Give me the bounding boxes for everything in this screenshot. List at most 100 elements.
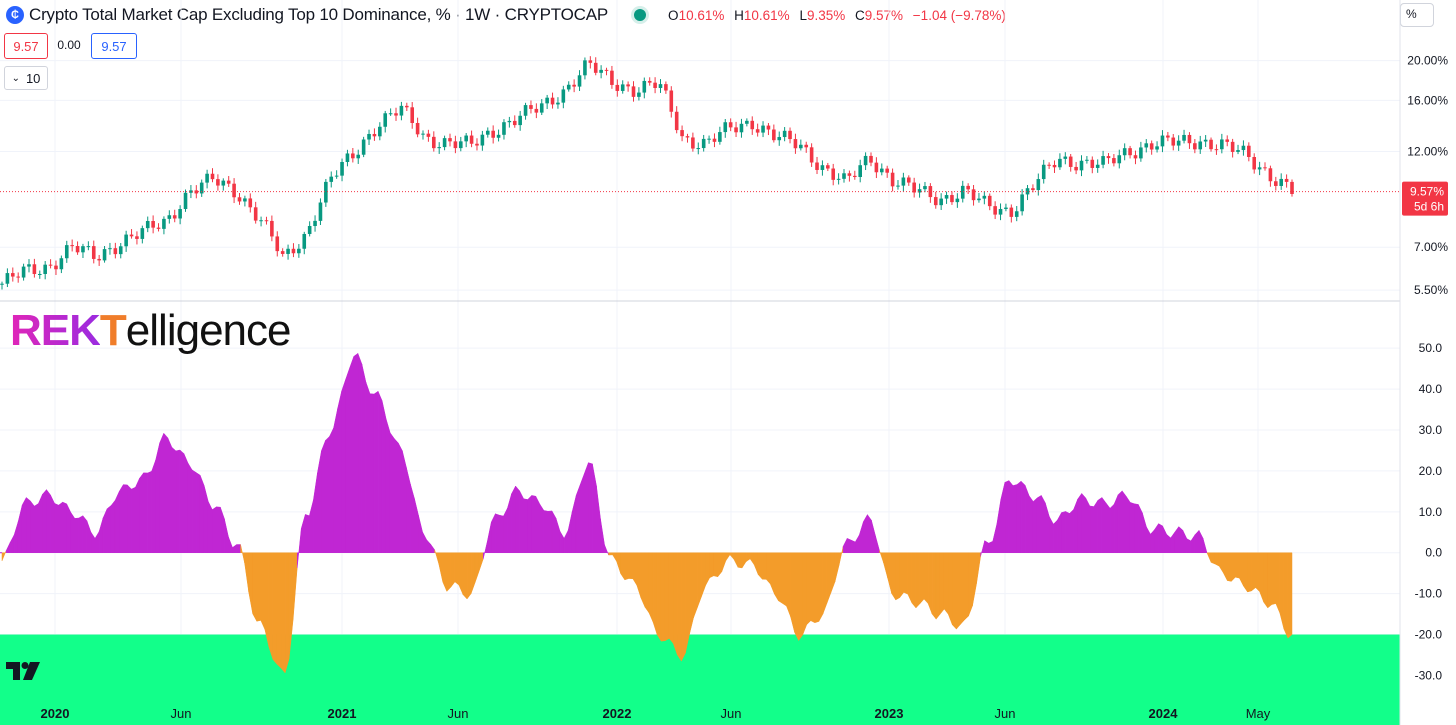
candle-body [32,264,37,275]
candle-body [847,173,852,176]
time-tick-label: May [1246,706,1271,721]
oscillator-segment [551,509,557,553]
candle-body [388,113,393,115]
candle-body [302,233,307,249]
candle-body [43,264,47,274]
candle-body [178,209,182,219]
candle-body [777,137,782,141]
oscillator-segment [325,435,330,553]
candle-body [1160,135,1165,147]
oscillator-segment [232,544,237,553]
candle-body [243,198,247,202]
oscillator-segment [725,552,731,562]
candle-body [1252,157,1257,170]
candle-body [739,123,744,133]
candle-body [680,130,684,137]
oscillator-segment [673,552,678,655]
oscillator-segment [507,493,512,553]
candle-body [1268,168,1273,182]
oscillator-segment [1231,552,1236,582]
oscillator-segment [1259,552,1264,603]
oscillator-segment [110,499,116,553]
ohlc-close-value: 9.57% [864,7,904,23]
oscillator-segment [5,542,11,553]
candle-body [329,176,334,182]
time-axis[interactable]: 2020 Jun 2021 Jun 2022 Jun 2023 Jun 2024 May [41,706,1271,721]
candle-body [1052,164,1057,168]
oscillator-segment [774,552,779,602]
candle-body [707,138,711,140]
oscillator-segment [34,503,39,553]
oscillator-segment [131,486,136,553]
oscillator-segment [778,552,783,604]
oscillator-segment [903,552,909,595]
oscillator-segment [822,552,828,615]
candle-body [545,97,549,104]
oscillator-segment [268,552,274,660]
oscillator-segment [1210,552,1216,565]
candle-body [162,218,166,229]
watermark-logo: REKTelligence [10,306,291,356]
oscillator-segment [438,552,444,583]
oscillator-segment [1178,526,1184,553]
last-price-badge [1402,181,1448,216]
candle-body [858,165,863,177]
oscillator-segment [183,453,189,553]
candle-body [712,138,717,142]
oscillator-segment [309,499,314,553]
sell-price-button[interactable]: 9.57 [4,33,48,59]
candle-body [620,84,625,91]
time-tick-label: 2021 [328,706,357,721]
oscillator-segment [1186,538,1192,553]
oscillator-segment [859,521,864,553]
oscillator-segment [503,507,508,553]
oscillator-segment [123,484,128,553]
oscillator-segment [1150,528,1155,553]
oscillator-segment [1129,502,1135,553]
oscillator-segment [1214,552,1220,567]
candle-body [879,168,884,173]
candle-body [529,105,533,109]
oscillator-segment [1227,552,1232,582]
candle-body [588,60,593,63]
price-axis[interactable]: 20.00% 16.00% 12.00% 7.00% 5.50% 9.57%5d 6h [1402,54,1448,297]
market-status-dot[interactable] [634,9,647,21]
oscillator-segment [911,552,917,609]
oscillator-segment [317,450,322,553]
candle-body [113,248,118,255]
candle-body [1025,188,1030,195]
osc-tick-label: 20.0 [1419,464,1443,478]
oscillator-segment [284,552,290,673]
ohlc-readout: O10.61% H10.61% L9.35% C9.57% −1.04 (−9.… [668,8,1012,23]
candle-body [518,115,522,126]
oscillator-segment [814,552,820,624]
oscillator-axis[interactable]: 50.0 40.0 30.0 20.0 10.0 0.0 -10.0 -20.0 -30.0 [1415,341,1443,682]
oscillator-segment [571,495,577,553]
oscillator-segment [575,484,581,553]
chart-title[interactable]: Crypto Total Market Cap Excluding Top 10… [29,5,609,24]
oscillator-segment [1057,512,1062,553]
oscillator-segment [102,508,108,553]
candle-body [1182,134,1186,141]
candle-body [923,186,927,190]
oscillator-segment [834,552,840,582]
oscillator-segment [114,491,120,553]
oscillator-segment [361,364,367,553]
candle-body [664,84,668,91]
indicators-toggle[interactable]: ⌄ 10 [4,66,48,90]
candle-body [280,251,285,254]
oscillator-segment [956,552,961,630]
oscillator-segment [1081,492,1087,553]
oscillator-segment [1016,480,1022,553]
oscillator-segment [984,540,989,553]
oscillator-segment [119,483,124,553]
oscillator-segment [244,552,249,592]
osc-tick-label: 10.0 [1419,505,1443,519]
candle-body [933,197,938,206]
tradingview-logo-icon[interactable] [6,662,42,682]
candle-body [950,195,954,203]
oscillator-segment [139,472,144,553]
oscillator-segment [1085,497,1091,553]
buy-price-button[interactable]: 9.57 [91,33,137,59]
